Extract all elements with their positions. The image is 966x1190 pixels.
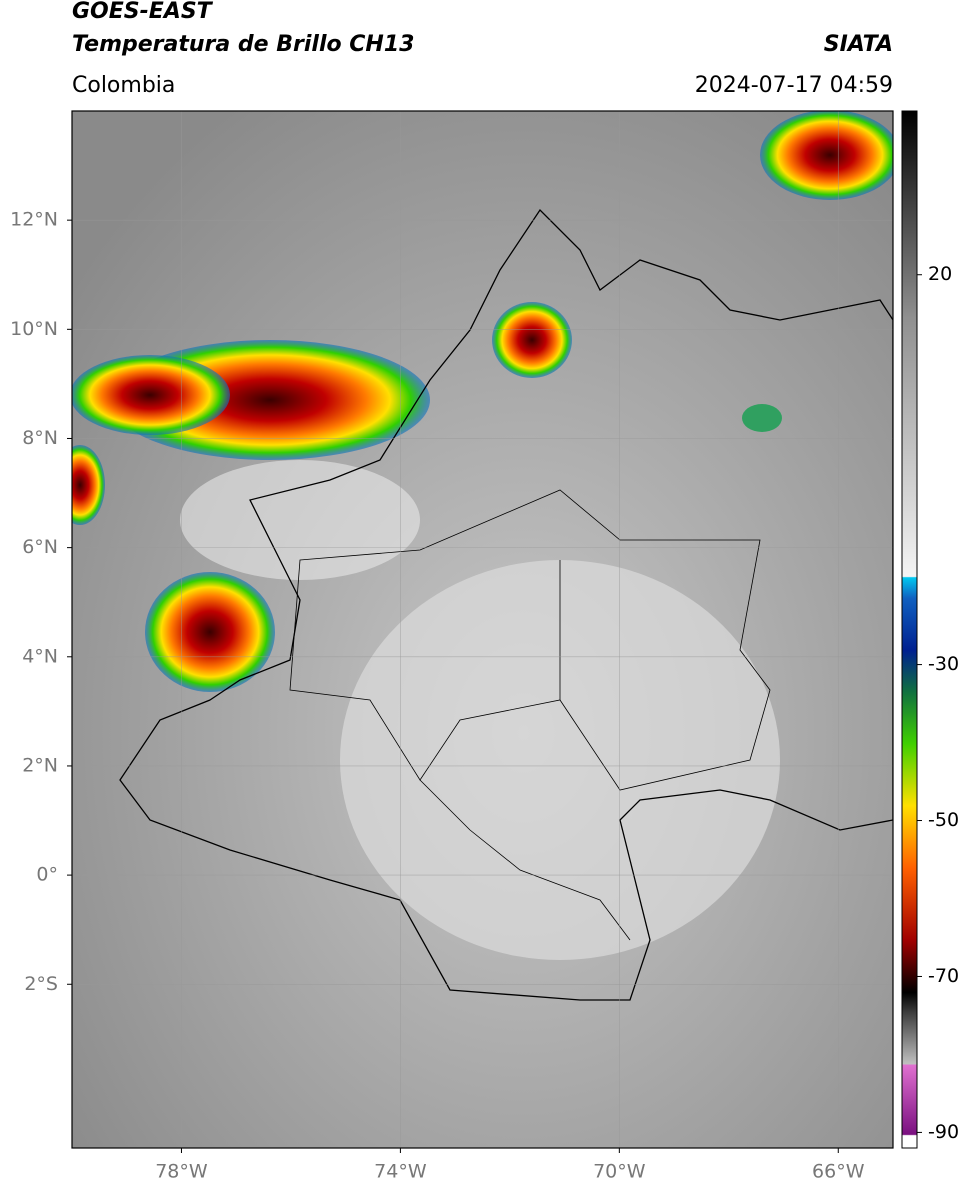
department-border	[419, 560, 631, 941]
storm-cell	[72, 445, 105, 525]
y-tick-label: 8°N	[22, 427, 58, 449]
colorbar	[901, 110, 918, 1149]
cloud-field	[180, 460, 420, 580]
storm-cell	[145, 572, 275, 692]
colorbar-tick-label: -30	[928, 653, 959, 675]
storm-cell	[72, 355, 230, 435]
region: Colombia	[72, 73, 175, 98]
colorbar-tick-label: 20	[928, 263, 952, 285]
colorbar-tick-label: -50	[928, 809, 959, 831]
x-tick-label: 78°W	[155, 1161, 208, 1183]
y-tick-label: 10°N	[10, 318, 58, 340]
department-border	[289, 489, 771, 791]
y-tick-label: 4°N	[22, 645, 58, 667]
storm-cell	[492, 302, 572, 378]
colorbar-tick-label: -70	[928, 965, 959, 987]
storm-cell	[760, 111, 893, 200]
country-border	[119, 208, 893, 1001]
x-tick-label: 70°W	[593, 1161, 646, 1183]
satellite-image	[72, 111, 893, 1148]
x-tick-label: 74°W	[374, 1161, 427, 1183]
y-tick-label: 0°	[36, 864, 58, 886]
storm-cell	[742, 404, 782, 432]
y-tick-label: 2°S	[24, 973, 58, 995]
y-tick-label: 12°N	[10, 209, 58, 231]
y-tick-label: 2°N	[22, 754, 58, 776]
datetime: 2024-07-17 04:59	[695, 73, 893, 98]
source: SIATA	[824, 32, 893, 57]
title: GOES-EAST	[72, 0, 214, 24]
y-tick-label: 6°N	[22, 536, 58, 558]
colorbar-tick-label: -90	[928, 1121, 959, 1143]
map-frame	[71, 110, 894, 1149]
graticule	[72, 111, 893, 1148]
subtitle: Temperatura de Brillo CH13	[72, 32, 414, 57]
x-tick-label: 66°W	[812, 1161, 865, 1183]
cloud-field	[340, 560, 780, 960]
